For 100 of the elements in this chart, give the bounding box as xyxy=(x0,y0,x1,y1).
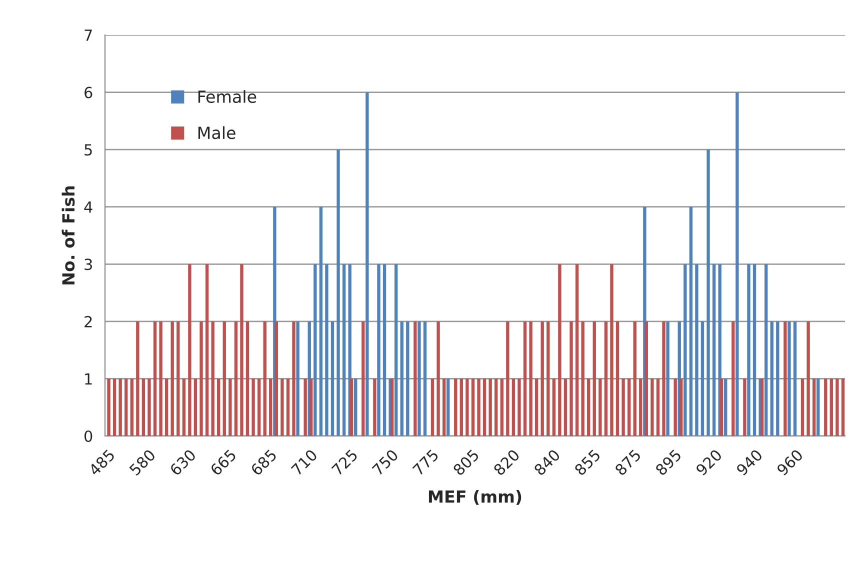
bar xyxy=(604,321,608,436)
bar xyxy=(477,378,480,436)
bar xyxy=(182,378,186,436)
bar xyxy=(466,378,469,436)
bar xyxy=(540,321,544,436)
bar xyxy=(639,378,642,436)
bar xyxy=(430,378,434,436)
bar xyxy=(506,321,510,436)
bar xyxy=(124,378,128,436)
bar xyxy=(414,321,417,436)
bar xyxy=(587,378,590,436)
y-tick-label: 4 xyxy=(84,202,92,213)
bar xyxy=(575,264,579,436)
y-tick-label: 7 xyxy=(84,30,92,41)
bar xyxy=(263,321,266,436)
bar xyxy=(418,321,421,436)
bar xyxy=(136,321,140,436)
bar xyxy=(784,321,787,436)
bar xyxy=(112,378,116,436)
bar xyxy=(292,321,296,436)
bar xyxy=(423,321,427,436)
bar xyxy=(454,378,458,436)
bar xyxy=(377,264,380,436)
x-tick-label: 840 xyxy=(533,448,561,476)
bar xyxy=(176,321,180,436)
bar xyxy=(222,321,226,436)
bar xyxy=(816,378,820,436)
bar xyxy=(142,378,146,436)
y-axis-title: No. of Fish xyxy=(62,186,75,284)
bar xyxy=(622,378,625,436)
bar xyxy=(747,264,750,436)
bar xyxy=(269,378,272,436)
bar xyxy=(314,264,317,436)
bar xyxy=(446,378,450,436)
bar xyxy=(257,378,261,436)
bar xyxy=(153,321,157,436)
bar xyxy=(406,321,410,436)
bar xyxy=(304,378,307,436)
bar xyxy=(610,264,614,436)
bar xyxy=(159,321,162,436)
x-tick-label: 820 xyxy=(492,448,520,476)
bar xyxy=(436,321,440,436)
bar xyxy=(581,321,584,436)
x-tick-label: 665 xyxy=(210,448,237,476)
bar xyxy=(228,378,232,436)
y-tick-label: 1 xyxy=(85,373,92,385)
legend-label: Female xyxy=(198,90,256,103)
bar xyxy=(118,378,122,436)
bar xyxy=(684,264,687,436)
legend-label: Male xyxy=(198,126,236,140)
bar xyxy=(598,378,602,436)
bar xyxy=(382,264,386,436)
bar xyxy=(274,321,278,436)
bar xyxy=(400,321,404,436)
x-tick-label: 920 xyxy=(695,448,723,476)
bar xyxy=(286,378,290,436)
bar xyxy=(793,321,797,436)
bar xyxy=(689,206,693,436)
bar xyxy=(570,321,573,436)
bar xyxy=(194,378,198,436)
bar xyxy=(354,378,358,436)
bar xyxy=(205,264,209,436)
bar xyxy=(366,92,369,436)
bar xyxy=(460,378,464,436)
bar xyxy=(188,264,192,436)
bar xyxy=(373,378,376,436)
bar xyxy=(442,378,446,436)
x-tick-label: 685 xyxy=(250,448,278,476)
bar xyxy=(148,378,151,436)
x-tick-label: 725 xyxy=(331,448,358,476)
x-tick-label: 895 xyxy=(654,448,682,476)
bar xyxy=(546,321,550,436)
bar xyxy=(494,378,498,436)
bar xyxy=(330,321,334,436)
bar xyxy=(518,378,521,436)
bar xyxy=(700,321,704,436)
bar xyxy=(200,321,203,436)
bar xyxy=(656,378,660,436)
x-tick-label: 855 xyxy=(574,448,601,476)
bar xyxy=(592,321,596,436)
bar xyxy=(170,321,174,436)
y-tick-label: 5 xyxy=(84,144,92,156)
bar xyxy=(650,378,654,436)
y-tick-label: 6 xyxy=(84,86,92,98)
bar xyxy=(234,321,238,436)
bar xyxy=(552,378,556,436)
bar xyxy=(666,321,670,436)
bar xyxy=(633,321,636,436)
x-tick-label: 750 xyxy=(372,448,399,476)
bar xyxy=(534,378,538,436)
bar xyxy=(471,378,475,436)
y-tick-label: 2 xyxy=(84,316,92,328)
x-tick-label: 805 xyxy=(452,448,480,476)
bar xyxy=(280,378,284,436)
bar xyxy=(482,378,486,436)
bar xyxy=(512,378,516,436)
bar xyxy=(529,321,532,436)
bar xyxy=(394,264,398,436)
bar xyxy=(564,378,568,436)
bar xyxy=(680,378,683,436)
